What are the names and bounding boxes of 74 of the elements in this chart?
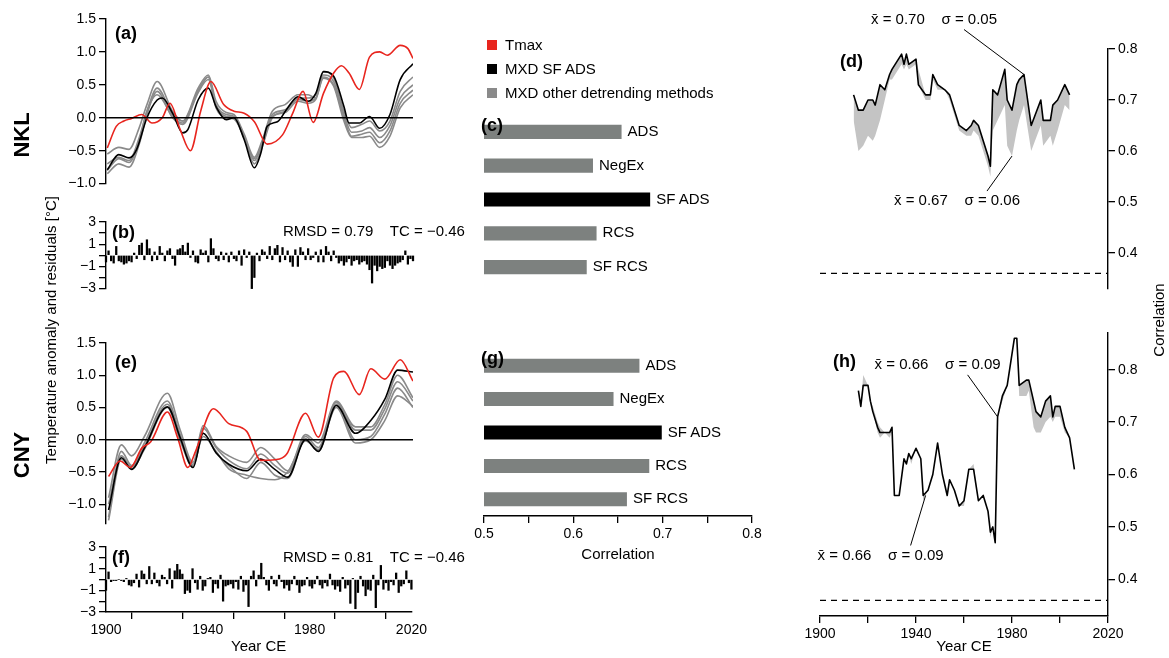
y-tick-label: 0.6	[1118, 141, 1138, 158]
annotation: RMSD = 0.81 TC = −0.46	[283, 548, 465, 565]
y-tick-label: 0.0	[76, 108, 97, 125]
y-tick-label: −1	[80, 581, 97, 598]
y-tick-label: 0.5	[76, 398, 97, 415]
y-tick-label: 1.5	[76, 333, 97, 350]
x-tick-label: 1980	[294, 621, 326, 638]
annotation: x̄ = 0.66 σ = 0.09	[817, 545, 944, 563]
x-tick-label: 1900	[90, 621, 122, 638]
y-tick-label: SF RCS	[632, 489, 688, 507]
y-tick-label: −1.0	[68, 495, 97, 512]
text: (h)	[833, 351, 856, 371]
x-tick-label: 2020	[395, 621, 428, 638]
y-tick-label: 3	[88, 537, 97, 554]
x-tick-label: 0.6	[563, 525, 584, 542]
y-tick-label: −1.0	[68, 174, 97, 191]
y-tick-label: 1.0	[76, 366, 97, 383]
y-tick-label: 0.0	[76, 430, 97, 447]
x-axis-title: Year CE	[936, 637, 992, 655]
y-tick-label: 1	[88, 559, 97, 576]
annotation: x̄ = 0.70 σ = 0.05	[870, 9, 998, 27]
y-tick-label: −0.5	[68, 462, 97, 479]
y-tick-label: 0.8	[1118, 39, 1138, 56]
y-tick-label: −1	[80, 257, 97, 274]
chart-title: (f)	[112, 547, 130, 567]
x-axis-title: Correlation	[581, 545, 655, 563]
x-tick-label: 1900	[804, 625, 836, 642]
annotation: RMSD = 0.79 TC = −0.46	[283, 222, 465, 239]
y-tick-label: 1.5	[76, 9, 97, 26]
legend-label: MXD SF ADS	[504, 59, 597, 79]
x-tick-label: 1940	[192, 621, 224, 638]
y-tick-label: ADS	[627, 122, 659, 140]
y-tick-label: SF ADS	[656, 189, 710, 207]
annotation: x̄ = 0.67 σ = 0.06	[893, 191, 1021, 209]
y-tick-label: 3	[88, 212, 97, 229]
legend-label: Tmax	[504, 35, 544, 55]
y-tick-label: NegEx	[598, 155, 645, 173]
x-tick-label: 1940	[900, 625, 932, 642]
chart-title: (c)	[481, 115, 503, 135]
y-tick-label: 0.6	[1118, 465, 1138, 482]
y-tick-label: 1	[88, 235, 97, 252]
x-axis-title: Year CE	[231, 637, 287, 655]
annotation: x̄ = 0.66 σ = 0.09	[874, 354, 1001, 372]
chart-title: (a)	[115, 23, 137, 43]
y-tick-label: 0.7	[1118, 412, 1138, 429]
y-tick-label: ADS	[645, 355, 677, 373]
x-tick-label: 2020	[1092, 625, 1124, 642]
text: NKL	[9, 112, 34, 158]
y-tick-label: −3	[80, 279, 97, 296]
y-axis-title: Temperature anomaly and residuals [°C]	[41, 196, 59, 464]
x-tick-label: 1980	[996, 625, 1028, 642]
x-tick-label: 0.8	[742, 525, 762, 542]
legend-label: MXD other detrending methods	[504, 83, 714, 103]
y-tick-label: 0.8	[1118, 360, 1138, 377]
y-tick-label: RCS	[655, 456, 687, 474]
y-tick-label: 0.7	[1118, 90, 1138, 107]
text: CNY	[9, 431, 34, 479]
y-tick-label: SF RCS	[592, 257, 648, 275]
y-tick-label: SF ADS	[667, 422, 722, 440]
y-tick-label: 1.0	[76, 42, 97, 59]
x-tick-label: 0.5	[474, 525, 494, 542]
y-axis-title: Correlation	[1149, 283, 1167, 357]
text: (e)	[115, 352, 137, 372]
chart-title: (g)	[481, 348, 504, 368]
y-tick-label: −3	[80, 602, 97, 619]
y-tick-label: NegEx	[619, 389, 666, 407]
y-tick-label: 0.4	[1118, 243, 1138, 260]
y-tick-label: −0.5	[68, 141, 97, 158]
y-tick-label: 0.4	[1118, 570, 1138, 587]
y-tick-label: 0.5	[1118, 192, 1138, 209]
y-tick-label: 0.5	[76, 75, 97, 92]
chart-title: (b)	[112, 222, 135, 242]
y-tick-label: RCS	[602, 223, 635, 241]
chart-title: (d)	[840, 51, 863, 71]
